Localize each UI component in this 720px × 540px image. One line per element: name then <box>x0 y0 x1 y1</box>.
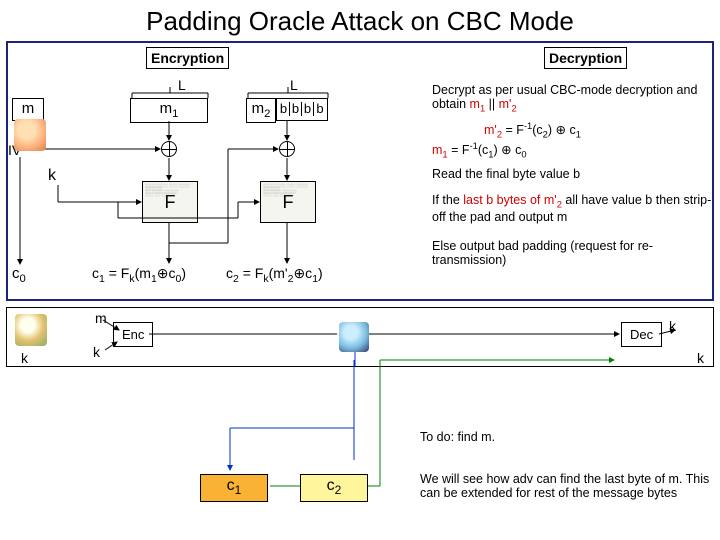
b-cell: b <box>278 102 290 116</box>
f-box-1: ░░░░░░░░ ░░░ ░░░░ ░░░░░░░░ ░░░░ ░░░░░░░░… <box>142 181 198 223</box>
enc-box: Enc <box>113 322 153 347</box>
mid-k2: k <box>669 318 676 334</box>
m2-label: m <box>252 100 265 117</box>
l-label-1: L <box>178 77 186 93</box>
b-cell: b <box>302 102 314 116</box>
mid-k1: k <box>93 344 100 360</box>
l-label-2: L <box>290 77 298 93</box>
note-6: Else output bad padding (request for re-… <box>432 239 714 268</box>
k-label: k <box>48 167 56 185</box>
note-4: Read the final byte value b <box>432 167 580 181</box>
xor-2 <box>279 141 295 157</box>
b-cell: b <box>314 102 326 116</box>
mid-m: m <box>95 310 107 326</box>
note-2: m'2 = F-1(c2) ⊕ c1 <box>484 121 581 140</box>
decryption-header: Decryption <box>544 47 627 69</box>
c2-eq: c2 = Fk(m'2⊕c1) <box>226 265 323 285</box>
c1-eq: c1 = Fk(m1⊕c0) <box>92 265 186 285</box>
c2-box: c2 <box>300 474 368 502</box>
note-3: m1 = F-1(c1) ⊕ c0 <box>432 141 527 160</box>
m1-box: m1 <box>130 98 208 123</box>
m2-box: m2 <box>246 98 276 123</box>
mid-frame: m Enc k k Dec k k <box>6 307 714 367</box>
todo-text: To do: find m. <box>420 430 495 444</box>
f-box-2: ░░░░░░░░ ░░░ ░░░░ ░░░░░░░░ ░░░░ ░░░░░░░░… <box>260 181 316 223</box>
pad-box: bbbb <box>276 98 328 121</box>
m1-sub: 1 <box>172 108 178 120</box>
xor-1 <box>161 141 177 157</box>
page-title: Padding Oracle Attack on CBC Mode <box>0 0 720 41</box>
c0-label: c0 <box>12 265 26 285</box>
note-1: Decrypt as per usual CBC-mode decryption… <box>432 83 714 115</box>
alice-icon <box>14 119 46 151</box>
adversary-icon <box>339 322 369 352</box>
m2-sub: 2 <box>264 108 270 120</box>
diagram-frame: Encryption Decryption L L m m1 m2 bbbb I… <box>6 41 714 301</box>
dec-box: Dec <box>621 322 662 347</box>
c1-box: c1 <box>200 474 268 502</box>
encryption-header: Encryption <box>146 47 229 69</box>
mid-k-left: k <box>21 350 28 366</box>
b-cell: b <box>290 102 302 116</box>
m1-label: m <box>160 100 173 117</box>
desc-text: We will see how adv can find the last by… <box>420 472 716 501</box>
note-5: If the last b bytes of m'2 all have valu… <box>432 193 714 225</box>
sender-icon <box>15 314 47 346</box>
mid-k-right: k <box>697 350 704 366</box>
m-box: m <box>12 98 44 121</box>
